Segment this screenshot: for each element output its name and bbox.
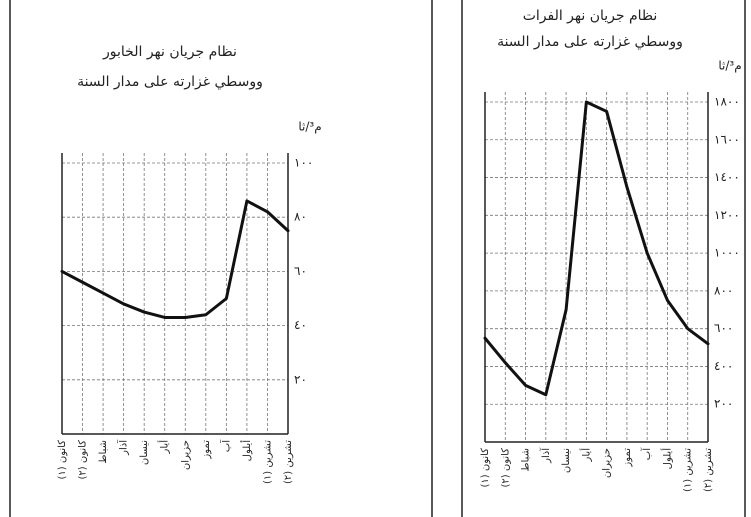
x-tick-label: كانون (٢) — [78, 440, 89, 480]
y-axis-label: م³/ثا — [298, 120, 321, 134]
x-tick-label: آذار — [539, 447, 552, 464]
y-tick-label: ٢٠٠ — [714, 397, 733, 411]
x-tick-label: أيلول — [240, 440, 253, 462]
y-tick-label: ١٤٠٠ — [714, 170, 740, 184]
x-tick-label: أيلول — [660, 448, 673, 470]
x-tick-label: شباط — [521, 448, 532, 472]
y-tick-label: ١٢٠٠ — [714, 208, 740, 222]
y-tick-label: ٦٠٠ — [714, 321, 733, 335]
y-axis-label: م³/ثا — [718, 59, 741, 73]
x-tick-label: آذار — [117, 439, 130, 456]
x-tick-label: حزيران — [180, 440, 191, 470]
y-tick-label: ٤٠٠ — [714, 359, 733, 373]
x-tick-label: أيار — [158, 440, 171, 455]
chart-subtitle: ووسطي غزارته على مدار السنة — [77, 74, 263, 90]
y-tick-label: ١٦٠٠ — [714, 132, 740, 146]
chart-title: نظام جريان نهر الخابور — [102, 44, 237, 60]
data-line — [483, 100, 710, 397]
x-tick-label: آب — [640, 447, 653, 460]
y-tick-label: ١٨٠٠ — [714, 95, 740, 109]
x-tick-label: تموز — [201, 440, 212, 460]
x-tick-label: تموز — [622, 448, 633, 468]
y-tick-label: ١٠٠ — [294, 156, 313, 170]
x-tick-label: تشرين (١) — [683, 448, 694, 492]
x-tick-label: تشرين (١) — [262, 440, 273, 484]
x-tick-label: آب — [219, 439, 232, 452]
y-tick-label: ٨٠ — [294, 210, 307, 224]
x-tick-label: تشرين (٢) — [703, 448, 714, 492]
x-tick-label: كانون (١) — [480, 448, 491, 488]
x-tick-label: أيار — [579, 448, 592, 463]
y-tick-label: ٢٠ — [294, 372, 307, 386]
chart-subtitle: ووسطي غزارته على مدار السنة — [497, 34, 683, 50]
x-tick-label: نيسان — [561, 448, 572, 473]
x-tick-label: كانون (١) — [57, 440, 68, 480]
data-line — [60, 199, 290, 319]
chart-title: نظام جريان نهر الفرات — [523, 8, 658, 24]
x-tick-label: كانون (٢) — [500, 448, 511, 488]
x-tick-label: نيسان — [139, 440, 150, 465]
y-tick-label: ١٠٠٠ — [714, 246, 740, 260]
y-tick-label: ٤٠ — [294, 318, 307, 332]
x-tick-label: شباط — [98, 440, 109, 464]
x-tick-label: حزيران — [602, 448, 613, 478]
y-tick-label: ٦٠ — [294, 264, 307, 278]
y-tick-label: ٨٠٠ — [714, 283, 733, 297]
x-tick-label: تشرين (٢) — [283, 440, 294, 484]
